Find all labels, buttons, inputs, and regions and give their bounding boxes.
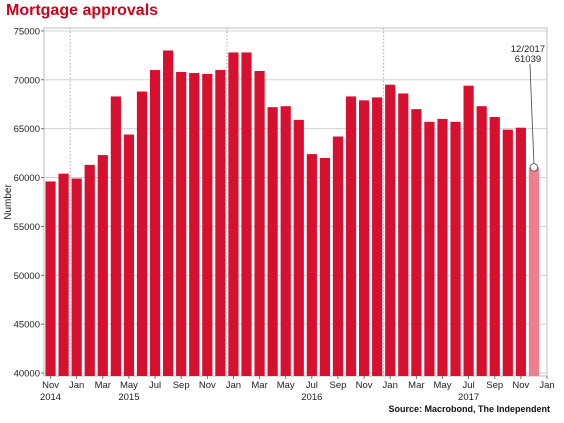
- x-tick-label: Nov: [512, 380, 529, 391]
- x-tick-label: Nov: [42, 380, 59, 391]
- bar: [476, 106, 487, 377]
- bar: [372, 97, 383, 377]
- x-tick-label: May: [434, 380, 452, 391]
- y-axis-label: Number: [3, 184, 14, 220]
- bar: [136, 91, 148, 376]
- x-year-label: 2017: [458, 392, 479, 403]
- bar: [71, 178, 82, 376]
- bar: [319, 158, 330, 376]
- y-tick-label: 50000: [14, 271, 40, 282]
- annotation-leader: [529, 63, 535, 164]
- bar: [280, 106, 291, 377]
- y-tick-label: 55000: [14, 222, 40, 233]
- annotation-date: 12/2017: [511, 44, 545, 55]
- x-tick-label: Jan: [226, 380, 241, 391]
- x-year-label: 2016: [301, 392, 322, 403]
- x-tick-label: Mar: [251, 380, 267, 391]
- x-tick-label: Jan: [539, 380, 554, 391]
- bar: [424, 121, 435, 376]
- x-year-label: 2015: [118, 392, 139, 403]
- x-tick-label: Jan: [383, 380, 398, 391]
- y-tick-label: 75000: [14, 26, 40, 37]
- x-tick-label: Sep: [173, 380, 190, 391]
- bar: [437, 118, 448, 377]
- bar: [149, 70, 161, 377]
- bar: [254, 71, 265, 377]
- bar: [293, 119, 304, 377]
- y-tick-label: 65000: [14, 124, 40, 135]
- bar: [463, 85, 474, 376]
- bar: [189, 72, 200, 376]
- bar: [358, 100, 370, 376]
- x-year-label: 2014: [40, 392, 61, 403]
- bar: [58, 173, 69, 376]
- bar: [502, 129, 513, 376]
- x-tick-label: Sep: [486, 380, 503, 391]
- y-tick-label: 40000: [14, 369, 40, 380]
- bar: [345, 96, 357, 376]
- x-tick-label: Jan: [69, 380, 84, 391]
- bar: [97, 155, 108, 376]
- x-tick-label: Jul: [463, 380, 475, 391]
- x-tick-label: May: [120, 380, 138, 391]
- bar: [528, 167, 540, 376]
- bar: [489, 116, 500, 377]
- bar: [123, 134, 135, 376]
- bar: [163, 50, 174, 376]
- bar: [110, 96, 121, 376]
- bar: [385, 84, 396, 377]
- x-tick-label: Sep: [330, 380, 347, 391]
- annotation-marker: [529, 163, 539, 172]
- bar: [267, 107, 278, 376]
- bar: [45, 181, 56, 376]
- annotation-value: 61039: [515, 54, 541, 65]
- y-tick-label: 45000: [14, 320, 40, 331]
- y-tick-label: 70000: [14, 75, 40, 86]
- y-tick-label: 60000: [14, 173, 40, 184]
- bar: [241, 52, 252, 376]
- x-tick-label: May: [277, 380, 295, 391]
- bar: [176, 71, 187, 376]
- bar: [515, 127, 526, 377]
- x-tick-label: Nov: [356, 380, 373, 391]
- x-tick-label: Mar: [95, 380, 111, 391]
- bar: [215, 70, 226, 377]
- bar: [450, 121, 461, 376]
- bar: [332, 136, 344, 376]
- x-tick-label: Jul: [149, 380, 161, 391]
- bar: [84, 164, 95, 376]
- x-tick-label: Nov: [199, 380, 216, 391]
- bar: [411, 109, 422, 377]
- chart-title: Mortgage approvals: [6, 2, 159, 19]
- x-tick-label: Mar: [408, 380, 424, 391]
- bar: [202, 73, 213, 376]
- x-tick-label: Jul: [306, 380, 318, 391]
- source-note: Source: Macrobond, The Independent: [388, 404, 550, 414]
- bar: [398, 93, 409, 376]
- bar: [306, 154, 317, 376]
- bar: [228, 52, 239, 376]
